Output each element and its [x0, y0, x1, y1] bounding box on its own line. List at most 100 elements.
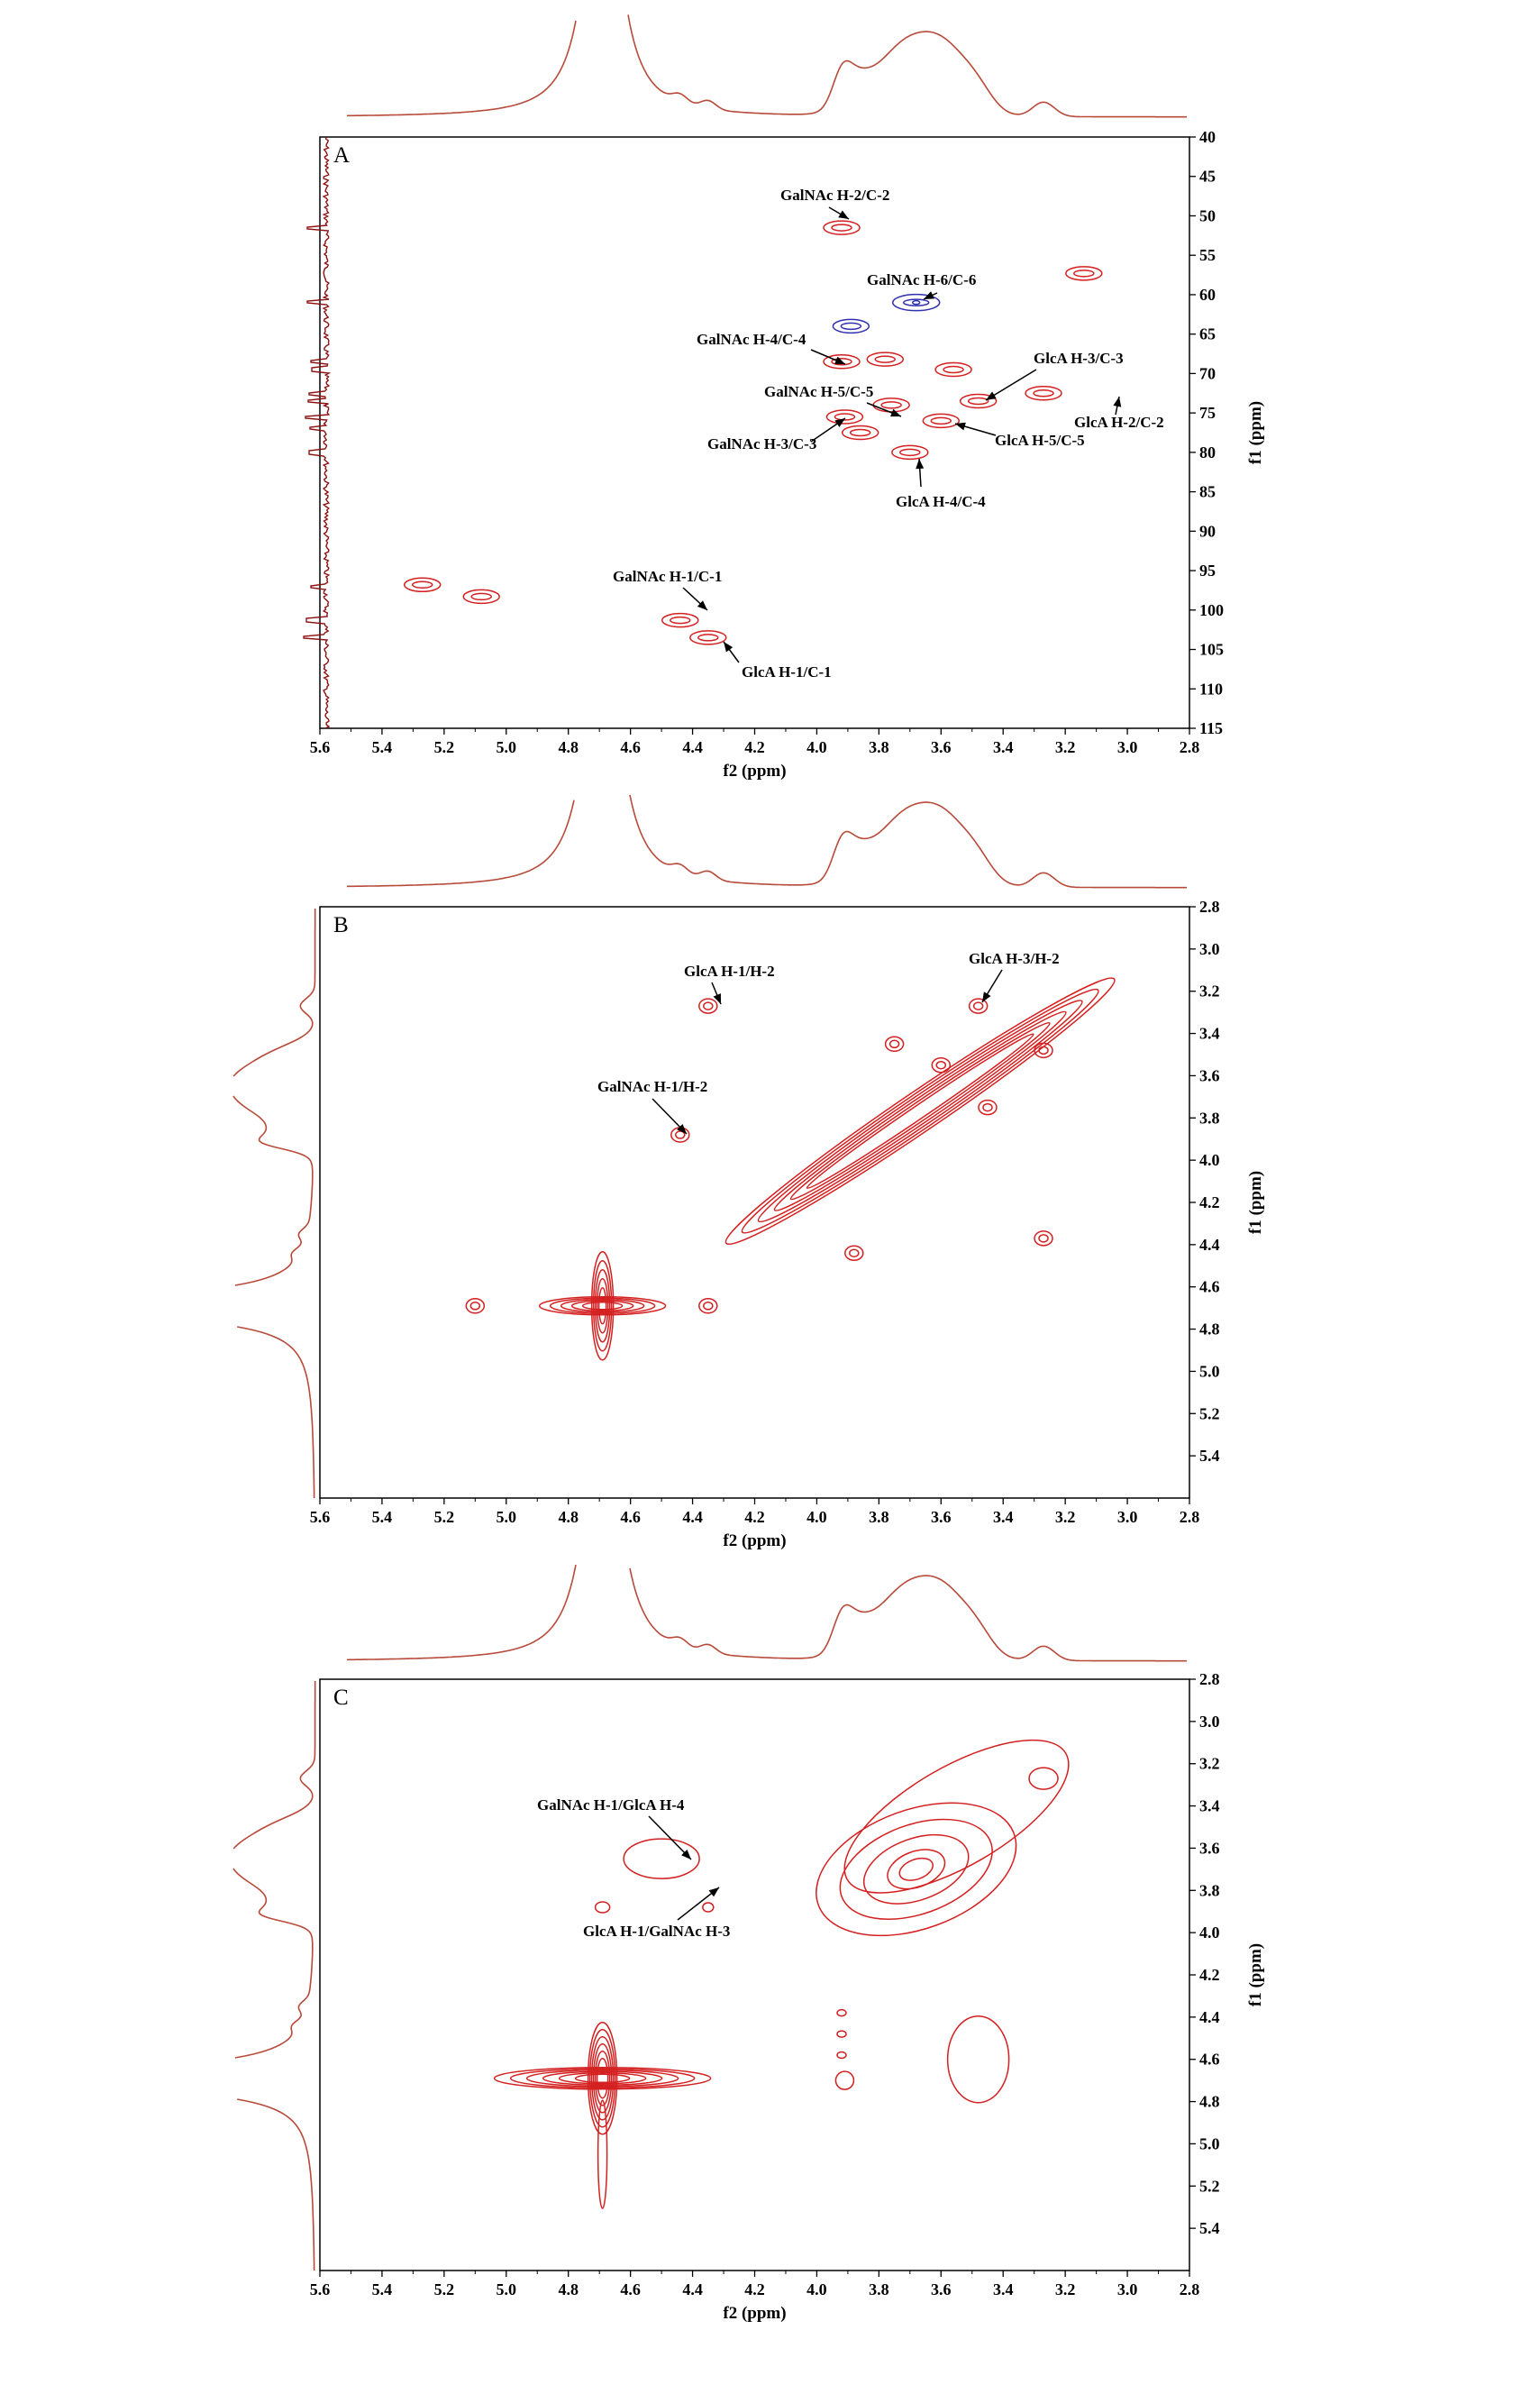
x-tick-label: 4.8 [558, 2280, 579, 2298]
y-tick-label: 80 [1199, 443, 1216, 461]
peak-annotation: GalNAc H-5/C-5 [764, 383, 873, 400]
x-axis-title: f2 (ppm) [723, 2304, 786, 2323]
contour-peak [469, 1302, 481, 1311]
annotation-arrow-head [890, 408, 901, 417]
panel-c: 5.6 5.4 5.2 5.0 4.8 4.6 4.4 4.2 4.0 3.8 3.6 3.4 3.2 3… [232, 1564, 1265, 2323]
contour-peak [872, 397, 910, 413]
y-tick-label: 100 [1199, 601, 1224, 619]
peak-annotation: GalNAc H-3/C-3 [707, 435, 816, 452]
x-tick-label: 5.2 [434, 2280, 455, 2298]
contour-peak [1065, 266, 1103, 281]
diagonal-contour [862, 1833, 970, 1905]
y-tick-label: 5.0 [1199, 2134, 1220, 2152]
x-tick-label: 5.0 [497, 738, 517, 756]
y-axis-title: f1 (ppm) [1246, 1943, 1265, 2006]
x-tick-label: 4.0 [806, 1508, 827, 1526]
x-tick-label: 4.6 [620, 738, 641, 756]
annotation-arrow-head [924, 291, 934, 299]
annotation-arrow-head [677, 1123, 687, 1134]
y-tick-label: 3.6 [1199, 1066, 1220, 1084]
y-tick-label: 4.8 [1199, 1320, 1220, 1339]
contour-peak [832, 318, 870, 334]
y-tick-label: 5.4 [1199, 2219, 1220, 2237]
contour-peak [891, 293, 941, 312]
y-tick-label: 5.2 [1199, 2177, 1220, 2195]
water-contour [590, 2036, 615, 2121]
contour-peak [1033, 389, 1054, 397]
contour-peak [1038, 1234, 1049, 1243]
y-tick-label: 65 [1199, 325, 1216, 343]
x-tick-label: 3.4 [993, 1508, 1014, 1526]
contour-peak [874, 355, 896, 363]
y-tick-label: 3.2 [1199, 1755, 1220, 1773]
x-tick-label: 4.4 [682, 738, 703, 756]
diagonal-contour [839, 1818, 993, 1921]
annotation-arrow-head [916, 459, 925, 470]
x-tick-label: 3.8 [869, 738, 889, 756]
contour-peak [834, 2070, 855, 2090]
x-tick-label: 3.6 [931, 2280, 952, 2298]
annotation-arrow-head [681, 1849, 691, 1859]
contour-peak [411, 580, 433, 589]
diagonal-contour [741, 988, 1099, 1234]
contour-peak [1028, 1767, 1059, 1790]
side-projection-spectrum [303, 136, 332, 729]
y-tick-label: 4.6 [1199, 1278, 1220, 1296]
contour-peak [703, 1001, 714, 1010]
y-tick-label: 5.4 [1199, 1447, 1220, 1465]
y-tick-label: 4.2 [1199, 1966, 1220, 1984]
panel-b: 5.6 5.4 5.2 5.0 4.8 4.6 4.4 4.2 4.0 3.8 3.6 3.4 3.2 3… [232, 794, 1265, 1550]
water-contour [525, 2070, 679, 2088]
x-tick-label: 3.0 [1117, 1508, 1138, 1526]
contour-peak [670, 616, 691, 625]
contour-peak [689, 630, 727, 645]
contour-peak [594, 1901, 611, 1914]
diagonal-contour [843, 1739, 1070, 1894]
diagonal-contour [773, 1010, 1067, 1211]
y-tick-label: 60 [1199, 286, 1216, 304]
x-tick-label: 5.6 [310, 738, 331, 756]
x-tick-label: 5.0 [497, 1508, 517, 1526]
y-tick-label: 2.8 [1199, 1670, 1220, 1688]
x-tick-label: 4.0 [806, 738, 827, 756]
x-tick-label: 3.2 [1055, 1508, 1076, 1526]
x-tick-label: 4.2 [744, 1508, 765, 1526]
contour-peak [902, 298, 930, 306]
contour-peak [836, 2051, 847, 2060]
annotation-arrow-head [724, 642, 734, 653]
x-tick-label: 3.6 [931, 738, 952, 756]
contour-peak [967, 397, 989, 406]
y-tick-label: 5.0 [1199, 1362, 1220, 1380]
x-tick-label: 2.8 [1180, 2280, 1200, 2298]
x-tick-label: 3.4 [993, 738, 1014, 756]
y-tick-label: 3.4 [1199, 1797, 1220, 1815]
peak-annotation: GalNAc H-4/C-4 [697, 331, 806, 348]
y-tick-label: 110 [1199, 680, 1223, 698]
plot-frame [319, 906, 1190, 1499]
y-tick-label: 2.8 [1199, 898, 1220, 916]
y-tick-label: 3.0 [1199, 1713, 1220, 1731]
contour-peak [959, 393, 998, 409]
contour-peak [844, 1245, 864, 1261]
y-tick-label: 55 [1199, 246, 1216, 264]
annotation-arrow-line [648, 1815, 692, 1860]
y-tick-label: 4.2 [1199, 1193, 1220, 1211]
water-contour [587, 2022, 618, 2135]
contour-peak [849, 428, 871, 437]
y-tick-label: 4.4 [1199, 2008, 1220, 2026]
annotation-arrow-head [834, 418, 845, 427]
y-tick-label: 3.8 [1199, 1881, 1220, 1899]
x-tick-label: 2.8 [1180, 1508, 1200, 1526]
x-tick-label: 4.8 [558, 1508, 579, 1526]
x-axis-title: f2 (ppm) [723, 1531, 786, 1550]
y-tick-label: 4.4 [1199, 1236, 1220, 1254]
x-tick-label: 3.2 [1055, 738, 1076, 756]
water-contour [596, 1278, 609, 1334]
y-tick-label: 50 [1199, 206, 1216, 224]
annotation-arrow-head [955, 422, 966, 431]
contour-peak [849, 1248, 860, 1257]
contour-peak [935, 1060, 947, 1070]
contour-peak [698, 998, 718, 1014]
x-tick-label: 5.0 [497, 2280, 517, 2298]
